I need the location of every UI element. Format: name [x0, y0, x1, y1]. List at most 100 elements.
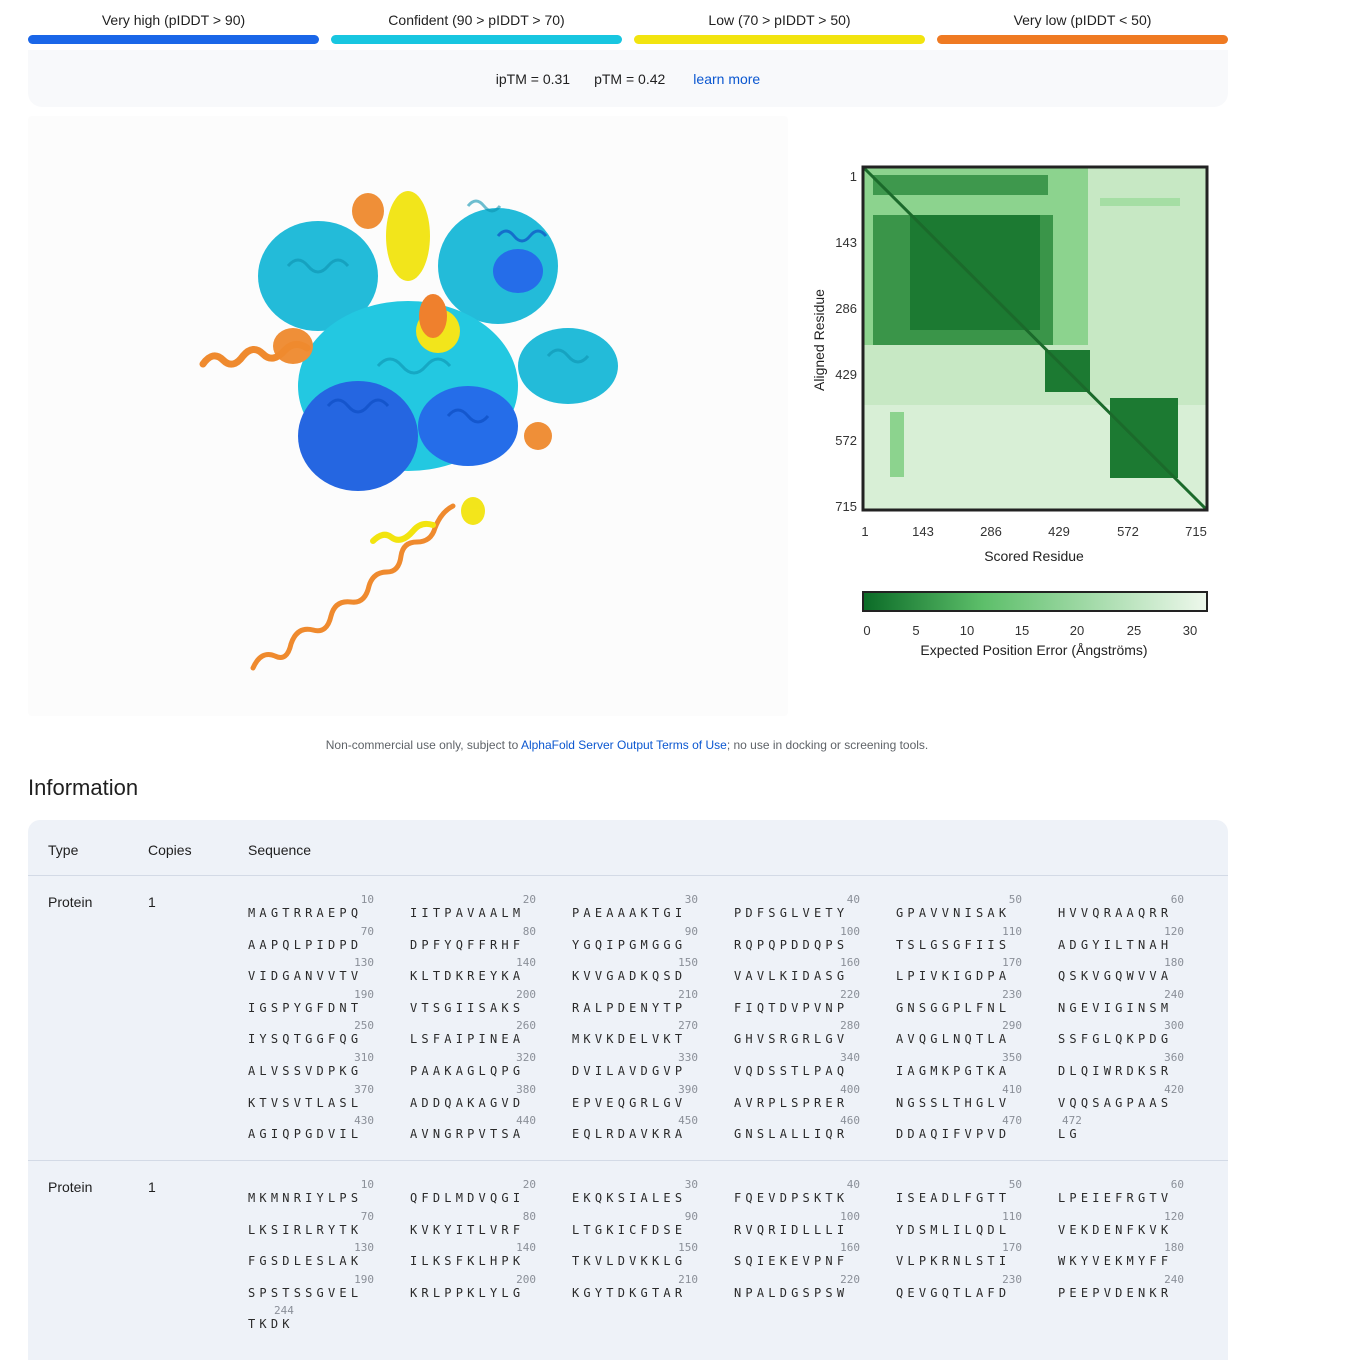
residue-number: 160 — [840, 1241, 860, 1255]
residue-number: 130 — [354, 1241, 374, 1255]
plddt-legend: Very high (pIDDT > 90) Confident (90 > p… — [28, 8, 1228, 48]
residue-number: 210 — [678, 987, 698, 1001]
residue-number: 470 — [1002, 1114, 1022, 1128]
residue-number: 60 — [1170, 893, 1184, 906]
pae-chart: 1 143 286 429 572 715 Aligned Residue 1 … — [811, 165, 1209, 658]
residue-sequence: YGQIPGMGGG — [572, 937, 687, 952]
sequence-chunk: 10 MKMNRIYLPS — [248, 1178, 378, 1206]
sequence-chunk: 390 EPVEQGRLGV — [572, 1083, 702, 1110]
sequence-chunk: 180 WKYVEKMYFF — [1058, 1241, 1188, 1269]
residue-number: 370 — [354, 1082, 374, 1096]
sequence-chunk: 20 IITPAVAALM — [410, 894, 540, 921]
residue-sequence: QFDLMDVQGI — [410, 1191, 525, 1205]
sequence-chunk: 180 QSKVGQWVVA — [1058, 957, 1188, 984]
residue-number: 420 — [1164, 1082, 1184, 1096]
sequence-chunk: 70 AAPQLPIDPD — [248, 925, 378, 952]
residue-number: 60 — [1170, 1178, 1184, 1191]
sequence-chunk: 170 VLPKRNLSTI — [896, 1242, 1026, 1269]
entity-copies: 1 — [148, 894, 156, 910]
residue-sequence: PDFSGLVETY — [734, 906, 849, 920]
residue-number: 400 — [840, 1082, 860, 1096]
sequence-row: 190 SPSTSSGVEL 200 KRLPPKLYLG 210 KGYTDKGTAR 2… — [248, 1272, 1208, 1306]
residue-number: 70 — [360, 1209, 374, 1223]
protein-structure-render — [199, 191, 618, 671]
residue-number: 140 — [516, 956, 536, 970]
sequence-chunk: 100 RQPQPDDQPS — [734, 925, 864, 952]
residue-sequence: KVVGADKQSD — [572, 969, 687, 984]
row-divider — [28, 1160, 1228, 1161]
sequence-chunk: 250 IYSQTGGFQG — [248, 1020, 378, 1047]
x-tick: 715 — [1185, 524, 1207, 539]
x-tick: 143 — [912, 524, 934, 539]
residue-number: 150 — [678, 1241, 698, 1255]
residue-sequence: KRLPPKLYLG — [410, 1285, 525, 1300]
residue-number: 440 — [516, 1114, 536, 1128]
sequence-row: 130 FGSDLESLAK 140 ILKSFKLHPK 150 TKVLDVKKLG 1… — [248, 1242, 1208, 1274]
residue-sequence: IAGMKPGTKA — [896, 1063, 1011, 1078]
residue-sequence: TKVLDVKKLG — [572, 1254, 687, 1269]
sequence-chunk: 230 QEVGQTLAFD — [896, 1273, 1026, 1300]
residue-sequence: VLPKRNLSTI — [896, 1254, 1011, 1269]
residue-sequence: EKQKSIALES — [572, 1191, 687, 1205]
terms-of-use-link[interactable]: AlphaFold Server Output Terms of Use — [520, 738, 727, 752]
sequence-row: 310 ALVSSVDPKG 320 PAAKAGLQPG 330 DVILAVDGVP 3… — [248, 1051, 1208, 1084]
information-heading: Information — [28, 775, 139, 800]
residue-number: 130 — [354, 956, 374, 970]
legend-very-high: Very high (pIDDT > 90) — [28, 8, 319, 48]
residue-number: 80 — [522, 1209, 536, 1223]
sequence-chunk: 60 HVVQRAAQRR — [1058, 893, 1188, 921]
sequence-chunk: 100 RVQRIDLLLI — [734, 1210, 864, 1237]
residue-number: 50 — [1008, 893, 1022, 906]
residue-sequence: NGEVIGINSM — [1058, 1000, 1173, 1015]
y-tick: 572 — [835, 433, 857, 448]
residue-number: 180 — [1164, 1241, 1184, 1255]
disclaimer-text-before: Non-commercial use only, subject to — [325, 738, 521, 752]
residue-sequence: FGSDLESLAK — [248, 1254, 363, 1269]
residue-number: 20 — [522, 1178, 536, 1191]
residue-sequence: IGSPYGFDNT — [248, 1000, 363, 1015]
residue-sequence: TSLGSGFIIS — [896, 937, 1011, 952]
residue-sequence: AVNGRPVTSA — [410, 1127, 525, 1142]
residue-number: 190 — [354, 1272, 374, 1286]
sequence-chunk: 410 NGSSLTHGLV — [896, 1083, 1026, 1110]
residue-number: 10 — [360, 1178, 374, 1191]
residue-number: 80 — [522, 924, 536, 938]
residue-number: 260 — [516, 1019, 536, 1033]
sequence-chunk: 230 GNSGGPLFNL — [896, 988, 1026, 1015]
sequence-chunk: 210 KGYTDKGTAR — [572, 1273, 702, 1300]
residue-number: 40 — [846, 893, 860, 906]
learn-more-link[interactable]: learn more — [693, 70, 761, 87]
y-tick: 1 — [850, 169, 857, 184]
residue-number: 40 — [846, 1178, 860, 1191]
sequence-chunk: 140 KLTDKREYKA — [410, 956, 540, 984]
sequence-chunk: 150 TKVLDVKKLG — [572, 1241, 702, 1269]
sequence-chunk: 70 LKSIRLRYTK — [248, 1209, 378, 1237]
residue-sequence: ALVSSVDPKG — [248, 1063, 363, 1078]
residue-sequence: GHVSRGRLGV — [734, 1032, 849, 1047]
sequence-chunk: 472 LG — [1058, 1115, 1188, 1142]
structure-viewer[interactable] — [28, 116, 788, 716]
sequence-chunk: 110 TSLGSGFIIS — [896, 925, 1026, 952]
sequence-chunk: 220 FIQTDVPVNP — [734, 988, 864, 1015]
sequence-chunk: 50 GPAVVNISAK — [896, 893, 1026, 921]
sequence-chunk: 420 VQQSAGPAAS — [1058, 1082, 1188, 1110]
legend-label: Confident (90 > pIDDT > 70) — [388, 12, 565, 28]
residue-sequence: LTGKICFDSE — [572, 1222, 687, 1237]
colorbar-label: Expected Position Error (Ångströms) — [920, 642, 1147, 658]
sequence-chunk: 80 DPFYQFFRHF — [410, 924, 540, 952]
residue-sequence: AGIQPGDVIL — [248, 1127, 363, 1142]
information-table: Type Copies Sequence Protein 1 10 MAGTRRA… — [28, 820, 1228, 1360]
x-tick: 286 — [980, 524, 1002, 539]
legend-confident: Confident (90 > pIDDT > 70) — [331, 8, 622, 48]
legend-bar-very-low — [937, 35, 1228, 44]
residue-sequence: GPAVVNISAK — [896, 906, 1011, 920]
sequence-chunk: 200 KRLPPKLYLG — [410, 1273, 540, 1300]
sequence-chunk: 460 GNSLALLIQR — [734, 1115, 864, 1142]
sequence-chunk: 130 VIDGANVVTV — [248, 956, 378, 984]
sequence-chunk: 380 ADDQAKAGVD — [410, 1083, 540, 1110]
x-tick: 429 — [1048, 524, 1070, 539]
y-tick: 143 — [835, 235, 857, 250]
residue-number: 30 — [684, 893, 698, 906]
residue-sequence: SSFGLQKPDG — [1058, 1032, 1173, 1047]
sequence-chunk: 240 PEEPVDENKR — [1058, 1273, 1188, 1300]
